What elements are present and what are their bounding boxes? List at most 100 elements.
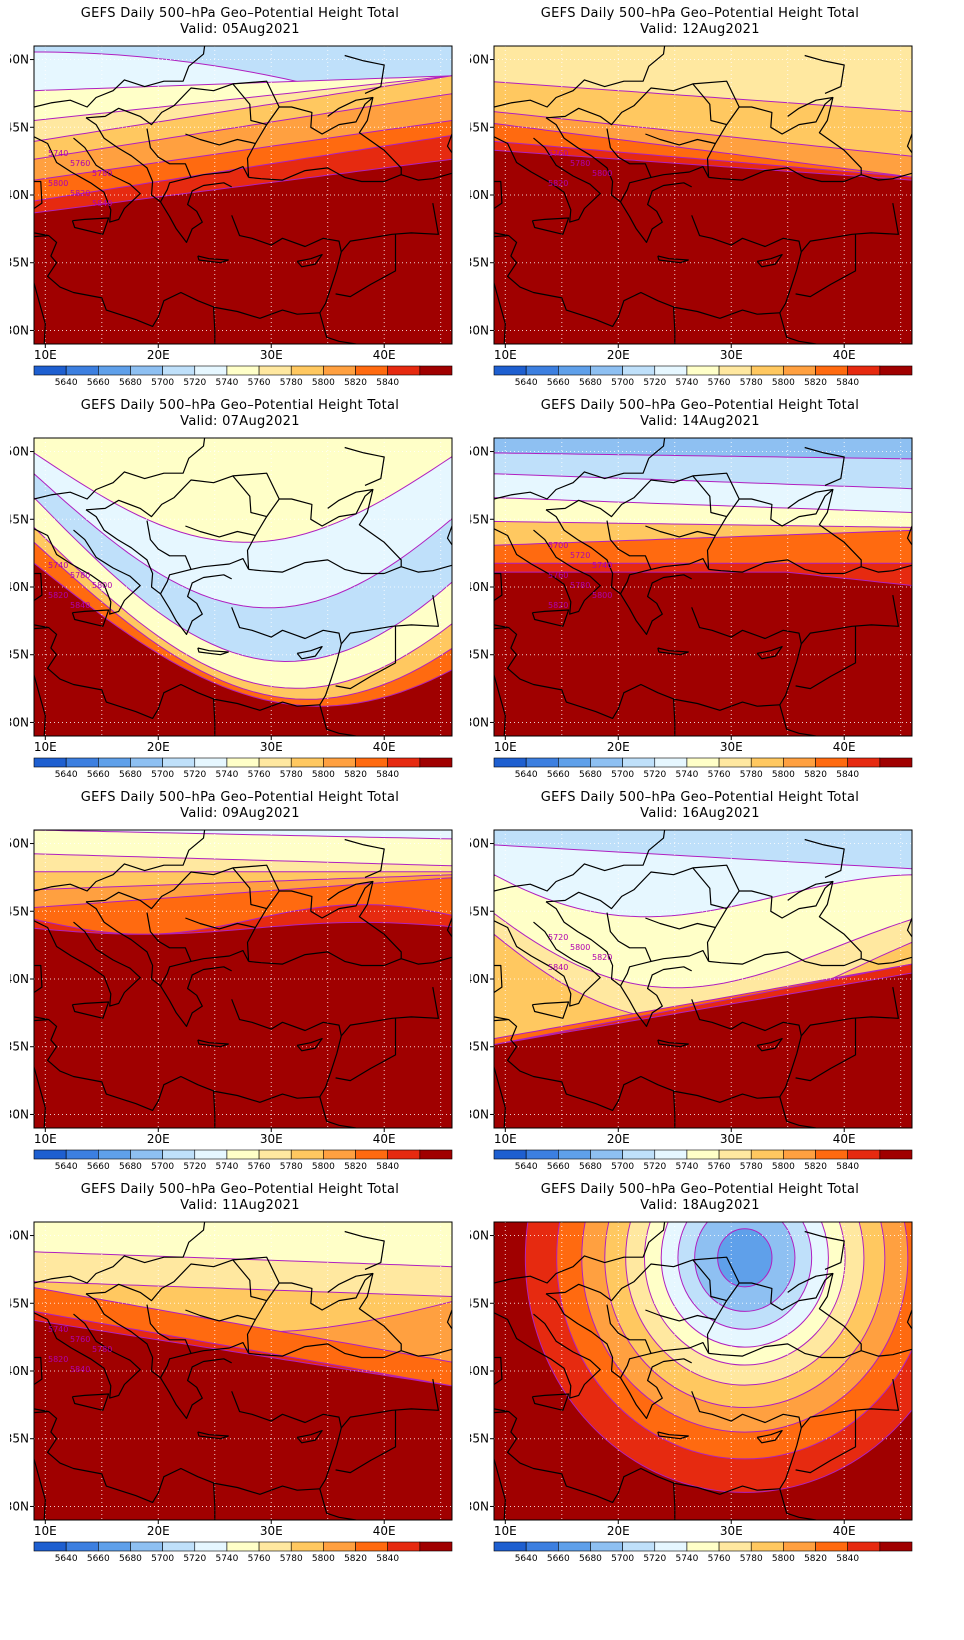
coastline <box>34 235 48 344</box>
colorbar-label: 5840 <box>836 378 859 388</box>
coastline <box>911 132 912 134</box>
contour-label: 5780 <box>570 581 590 590</box>
coastline <box>494 830 666 892</box>
contour-label: 5800 <box>592 169 612 178</box>
coastline <box>779 1035 802 1098</box>
shaded-field <box>34 830 452 1128</box>
contour-label: 5720 <box>570 551 590 560</box>
coastline <box>71 609 110 627</box>
colorbar-swatch <box>130 1149 163 1160</box>
coastline <box>673 699 676 736</box>
coastline <box>545 901 621 987</box>
map-panel-09aug: GEFS Daily 500–hPa Geo–Potential Height … <box>10 784 470 1174</box>
coastline <box>231 215 342 253</box>
lat-label: 35N <box>10 256 29 270</box>
colorbar-swatch <box>130 1541 163 1552</box>
coastline <box>906 917 912 938</box>
contour-label: 5700 <box>548 541 568 550</box>
colorbar-swatch <box>290 1541 324 1552</box>
lat-label: 40N <box>470 972 489 986</box>
colorbar-label: 5640 <box>515 1554 538 1564</box>
colorbar-swatch <box>750 1541 784 1552</box>
coastline <box>606 128 710 178</box>
colorbar-label: 5840 <box>836 1554 859 1564</box>
lon-label: 10E <box>34 1524 57 1538</box>
lat-label: 40N <box>10 188 29 202</box>
coastline <box>818 489 862 567</box>
coastline <box>911 916 912 918</box>
coastline <box>545 1293 621 1379</box>
coastline <box>296 646 323 660</box>
colorbar-swatch <box>750 365 784 376</box>
colorbar-swatch <box>622 1541 656 1552</box>
colorbar-label: 5740 <box>215 1162 238 1172</box>
colorbar-swatch <box>162 1541 196 1552</box>
colorbar-swatch <box>226 757 260 768</box>
height-map: 572058005820584050N45N40N35N30N10E20E30E… <box>470 829 913 1172</box>
coastline <box>71 1001 110 1019</box>
coastline <box>344 1230 385 1270</box>
map-panel-07aug: GEFS Daily 500–hPa Geo–Potential Height … <box>10 392 470 782</box>
coastline <box>645 133 716 146</box>
lat-label: 45N <box>10 1296 29 1310</box>
coastline <box>818 1273 862 1351</box>
coastline <box>246 880 374 962</box>
coastline <box>657 1431 689 1440</box>
colorbar-swatch <box>355 1149 388 1160</box>
colorbar-label: 5680 <box>119 770 142 780</box>
coastline <box>645 917 716 930</box>
lat-label: 40N <box>10 1364 29 1378</box>
colorbar-swatch <box>654 757 688 768</box>
colorbar-swatch <box>323 1149 356 1160</box>
coastline <box>248 951 402 967</box>
coastline <box>804 446 845 486</box>
colorbar-swatch <box>718 365 752 376</box>
coastline <box>319 643 342 706</box>
colorbar-swatch <box>493 365 527 376</box>
height-band <box>34 1319 452 1520</box>
colorbar-swatch <box>33 757 67 768</box>
coastline <box>451 1308 452 1310</box>
colorbar: 5640 5660 5680 5700 5720 5740 5760 5780 5800 5820… <box>33 757 453 780</box>
coastline <box>619 574 692 635</box>
colorbar-swatch <box>750 1149 784 1160</box>
coastline <box>232 472 280 500</box>
lon-label: 30E <box>720 348 743 362</box>
lat-label: 45N <box>470 1296 489 1310</box>
coastline <box>296 1430 323 1444</box>
colorbar: 5640 5660 5680 5700 5720 5740 5760 5780 5800 5820… <box>493 1149 913 1172</box>
coastline <box>319 1427 342 1490</box>
colorbar-label: 5840 <box>376 770 399 780</box>
colorbar-swatch <box>355 1541 388 1552</box>
contour-label: 5780 <box>570 159 590 168</box>
coastline <box>335 626 397 690</box>
coastline <box>657 647 689 656</box>
coastline <box>795 1018 857 1082</box>
coastline <box>818 881 862 959</box>
coastline <box>619 182 692 243</box>
coastline <box>159 1352 192 1379</box>
coastline <box>692 1256 740 1284</box>
colorbar-label: 5640 <box>515 1162 538 1172</box>
lon-label: 40E <box>373 348 396 362</box>
coastline <box>795 234 857 298</box>
panel-valid-date: Valid: 12Aug2021 <box>640 22 760 37</box>
coastline <box>800 986 899 1037</box>
colorbar-swatch <box>590 757 623 768</box>
coastline <box>706 96 834 178</box>
colorbar-label: 5820 <box>344 1554 367 1564</box>
map-panel-12aug: GEFS Daily 500–hPa Geo–Potential Height … <box>470 0 930 390</box>
coastline <box>159 176 192 203</box>
coastline <box>494 1019 508 1128</box>
coastline <box>34 1016 320 1111</box>
colorbar-swatch <box>226 1149 260 1160</box>
colorbar-label: 5720 <box>183 1162 206 1172</box>
panel-valid-date: Valid: 11Aug2021 <box>180 1198 300 1213</box>
lon-label: 10E <box>34 740 57 754</box>
coastline <box>673 307 676 344</box>
contour-label: 5760 <box>548 149 568 158</box>
colorbar-swatch <box>33 1541 67 1552</box>
coastline <box>804 1230 845 1270</box>
colorbar-swatch <box>226 1541 260 1552</box>
coastline <box>906 133 912 154</box>
